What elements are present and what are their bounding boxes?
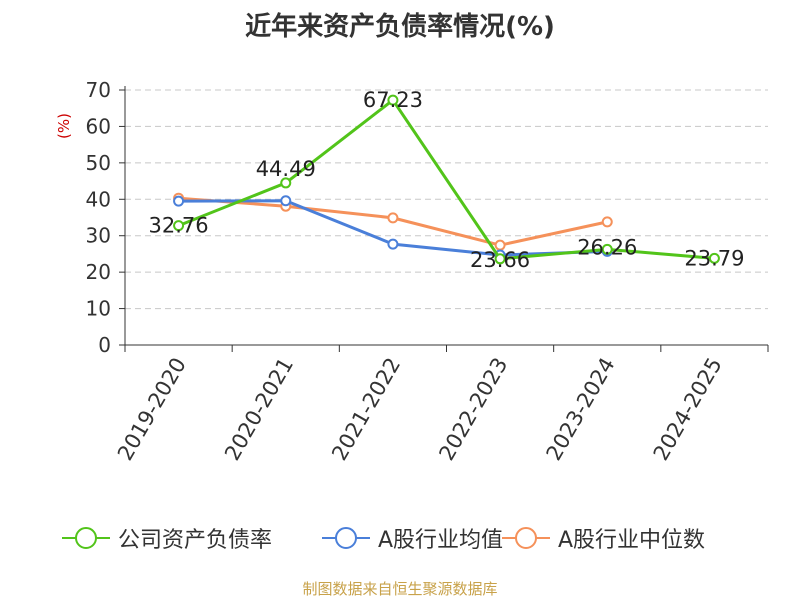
y-tick-label: 0 [98, 333, 111, 357]
data-point [387, 238, 399, 250]
x-tick-label: 2024-2025 [649, 354, 727, 465]
y-tick-label: 60 [86, 114, 111, 138]
legend-marker-icon [502, 527, 550, 549]
legend-circle [515, 527, 537, 549]
x-tick-label: 2019-2020 [113, 354, 191, 465]
y-tick-label: 20 [86, 260, 111, 284]
legend-label: 公司资产负债率 [118, 528, 273, 553]
data-label: 23.66 [470, 248, 530, 272]
legend-item: 公司资产负债率 [60, 518, 272, 558]
x-tick-label: 2023-2024 [542, 354, 620, 465]
data-point [494, 253, 506, 265]
y-tick-label: 40 [86, 187, 111, 211]
data-label: 44.49 [256, 157, 316, 181]
legend-circle [335, 527, 357, 549]
data-point [173, 195, 185, 207]
y-tick-label: 30 [86, 224, 111, 248]
series-line [178, 98, 715, 261]
data-point [387, 94, 399, 106]
data-point [173, 220, 185, 232]
legend-item: A股行业均值 [320, 518, 503, 558]
legend-label: A股行业均值 [378, 528, 504, 553]
chart-title: 近年来资产负债率情况(%) [245, 12, 555, 42]
data-point [280, 177, 292, 189]
data-label: 26.26 [577, 235, 637, 259]
y-tick-label: 10 [86, 297, 111, 321]
legend: 公司资产负债率 A股行业均值 A股行业中位数 [0, 518, 800, 558]
source-note: 制图数据来自恒生聚源数据库 [302, 580, 498, 598]
data-point [708, 252, 720, 264]
x-tick-label: 2020-2021 [220, 354, 298, 465]
legend-item: A股行业中位数 [500, 518, 705, 558]
y-axis-label: (%) [55, 113, 73, 139]
data-label: 32.76 [149, 214, 209, 238]
legend-marker-icon [62, 527, 110, 549]
x-tick-label: 2021-2022 [327, 354, 405, 465]
data-point [280, 195, 292, 207]
y-tick-label: 70 [86, 78, 111, 102]
data-point [601, 216, 613, 228]
legend-marker-icon [322, 527, 370, 549]
y-tick-label: 50 [86, 151, 111, 175]
x-tick-label: 2022-2023 [434, 354, 512, 465]
legend-circle [75, 527, 97, 549]
data-point [601, 243, 613, 255]
data-point [387, 212, 399, 224]
data-label: 67.23 [363, 88, 423, 112]
legend-label: A股行业中位数 [558, 528, 706, 553]
data-label: 23.79 [684, 246, 744, 270]
